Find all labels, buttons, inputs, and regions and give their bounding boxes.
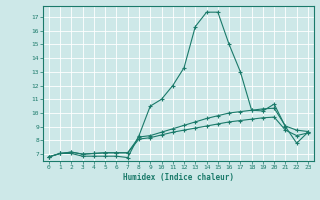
- X-axis label: Humidex (Indice chaleur): Humidex (Indice chaleur): [123, 173, 234, 182]
